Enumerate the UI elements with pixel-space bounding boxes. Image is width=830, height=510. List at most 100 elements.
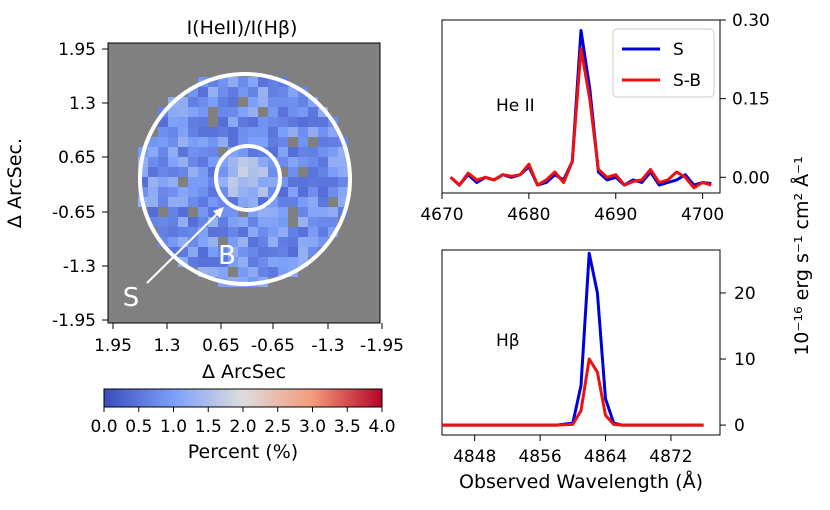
heatmap-cell: [218, 87, 228, 97]
heatmap-cell: [328, 157, 338, 167]
heatmap-cell: [288, 217, 298, 227]
heatmap-cell: [308, 197, 318, 207]
heatmap-frame: [107, 42, 381, 324]
heatmap-cell: [318, 117, 328, 127]
heatmap-cell: [288, 197, 298, 207]
heatmap-cell: [268, 197, 278, 207]
heatmap-cell: [188, 107, 198, 117]
heatmap-cell: [258, 187, 268, 197]
heatmap-cell: [238, 197, 248, 207]
heatmap-cell: [178, 117, 188, 127]
heatmap-cell: [248, 97, 258, 107]
heatmap-cell: [288, 157, 298, 167]
heatmap-cell: [188, 237, 198, 247]
heatmap-cell: [168, 117, 178, 127]
heatmap-cell: [248, 257, 258, 267]
heatmap-cell: [278, 177, 288, 187]
heatmap-cell: [278, 87, 288, 97]
heatmap-cell: [198, 147, 208, 157]
heatmap-cell: [288, 137, 298, 147]
y-tick-label: 0.00: [732, 168, 770, 188]
heatmap-cell: [308, 117, 318, 127]
heatmap-cell: [278, 187, 288, 197]
heatmap-cell: [258, 157, 268, 167]
flux-y-label: 10⁻¹⁶ erg s⁻¹ cm² Å⁻¹: [790, 156, 813, 356]
heatmap-cell: [228, 207, 238, 217]
heatmap-panel: I(HeII)/I(Hβ) S B 1.95 1.3 0.65 -0.65 -1.3 -1…: [4, 17, 404, 383]
heatmap-y-tick-label: -1.95: [52, 311, 96, 331]
heatmap-cell: [278, 267, 288, 277]
heatmap-cell: [258, 97, 268, 107]
hbeta-series: [442, 251, 704, 427]
legend-label-sb: S-B: [673, 71, 701, 91]
heatmap-cell: [248, 227, 258, 237]
heatmap-cell: [288, 117, 298, 127]
heatmap-cell: [278, 137, 288, 147]
heatmap-cell: [188, 157, 198, 167]
heatmap-cell: [278, 257, 288, 267]
heatmap-cell: [208, 107, 218, 117]
heatmap-cell: [288, 227, 298, 237]
heatmap-cell: [148, 157, 158, 167]
heatmap-cell: [298, 137, 308, 147]
heatmap-cell: [258, 107, 268, 117]
heatmap-cell: [238, 157, 248, 167]
heatmap-cell: [198, 187, 208, 197]
heatmap-cell: [278, 97, 288, 107]
heatmap-cell: [188, 97, 198, 107]
heatmap-cell: [228, 117, 238, 127]
heatmap-cell: [228, 267, 238, 277]
heatmap-cell: [248, 217, 258, 227]
annotation-arrow-shaft: [146, 212, 219, 284]
heatmap-cell: [238, 97, 248, 107]
heatmap-cell: [278, 227, 288, 237]
heatmap-cell: [188, 127, 198, 137]
heatmap-cell: [288, 177, 298, 187]
heatmap-cell: [148, 167, 158, 177]
heatmap-cell: [198, 137, 208, 147]
heatmap-cell: [328, 197, 338, 207]
heatmap-cell: [238, 117, 248, 127]
heatmap-cell: [158, 147, 168, 157]
heatmap-cell: [178, 217, 188, 227]
hbeta-y-ticks: 0 10 20: [720, 284, 756, 436]
heatmap-cell: [238, 217, 248, 227]
heatmap-cell: [178, 177, 188, 187]
colorbar-tick-label: 1.0: [160, 417, 187, 437]
heii-series: [449, 29, 712, 190]
heatmap-cell: [278, 157, 288, 167]
heatmap-y-tick-label: 0.65: [58, 148, 96, 168]
heatmap-cell: [218, 237, 228, 247]
heatmap-cell: [208, 117, 218, 127]
heatmap-cell: [158, 217, 168, 227]
heatmap-cell: [168, 237, 178, 247]
heatmap-cell: [158, 167, 168, 177]
heatmap-x-tick-label: 1.3: [153, 336, 180, 356]
heatmap-cell: [338, 197, 348, 207]
heatmap-cell: [238, 257, 248, 267]
heatmap-cell: [248, 107, 258, 117]
heatmap-cell: [188, 197, 198, 207]
heatmap-cell: [248, 157, 258, 167]
heatmap-cell: [258, 147, 268, 157]
x-tick-label: 4670: [420, 205, 463, 225]
heatmap-cell: [258, 117, 268, 127]
heatmap-cell: [178, 187, 188, 197]
heatmap-cell: [288, 187, 298, 197]
heatmap-cell: [328, 167, 338, 177]
heatmap-cell: [198, 157, 208, 167]
heatmap-cell: [248, 77, 258, 87]
heatmap-cell: [268, 237, 278, 247]
x-tick-label: 4690: [594, 205, 637, 225]
heatmap-cell: [308, 107, 318, 117]
heatmap-x-tick-label: -1.3: [311, 336, 344, 356]
heatmap-cell: [168, 167, 178, 177]
heatmap-cell: [248, 87, 258, 97]
heatmap-cell: [188, 187, 198, 197]
heatmap-cell: [218, 217, 228, 227]
heatmap-cell: [258, 267, 268, 277]
heatmap-cell: [168, 107, 178, 117]
heatmap-cell: [198, 97, 208, 107]
heatmap-cell: [328, 177, 338, 187]
heatmap-x-tick-label: -0.65: [251, 336, 295, 356]
